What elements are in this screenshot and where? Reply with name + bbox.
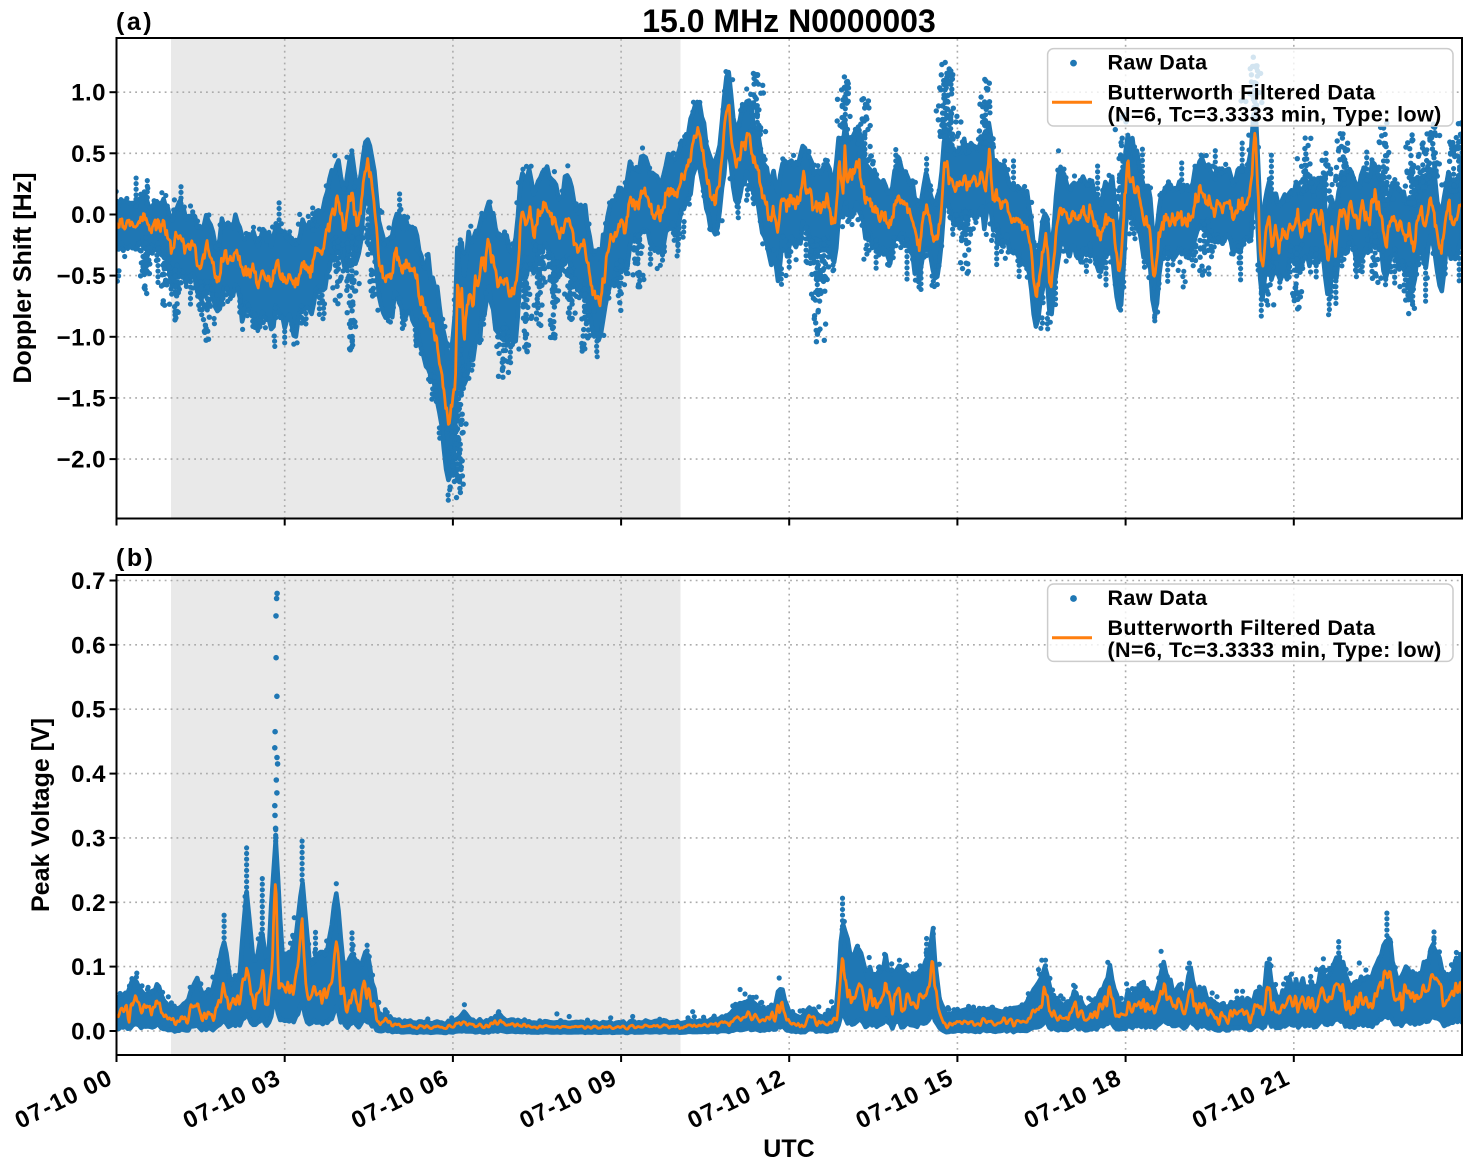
svg-text:Butterworth Filtered Data: Butterworth Filtered Data <box>1108 616 1377 640</box>
svg-text:Raw Data: Raw Data <box>1108 586 1209 610</box>
svg-text:(b): (b) <box>116 544 155 572</box>
svg-text:0.6: 0.6 <box>71 632 106 659</box>
svg-text:UTC: UTC <box>763 1135 814 1163</box>
svg-text:0.0: 0.0 <box>71 202 106 229</box>
svg-text:1.0: 1.0 <box>71 80 106 107</box>
svg-text:−0.5: −0.5 <box>57 263 106 290</box>
svg-text:−1.0: −1.0 <box>57 324 106 351</box>
svg-text:0.4: 0.4 <box>71 761 106 788</box>
svg-text:Peak Voltage [V]: Peak Voltage [V] <box>27 718 55 912</box>
svg-text:Butterworth Filtered Data: Butterworth Filtered Data <box>1108 81 1377 105</box>
svg-text:Doppler Shift [Hz]: Doppler Shift [Hz] <box>9 172 37 383</box>
svg-text:0.1: 0.1 <box>71 954 106 981</box>
svg-text:0.5: 0.5 <box>71 697 106 724</box>
svg-text:0.2: 0.2 <box>71 890 106 917</box>
svg-text:(N=6, Tc=3.3333 min, Type: low: (N=6, Tc=3.3333 min, Type: low) <box>1108 103 1442 127</box>
svg-text:−1.5: −1.5 <box>57 385 106 412</box>
svg-text:−2.0: −2.0 <box>57 447 106 474</box>
svg-text:(a): (a) <box>116 8 154 36</box>
svg-text:0.0: 0.0 <box>71 1019 106 1046</box>
svg-text:0.7: 0.7 <box>71 568 106 595</box>
svg-text:Raw Data: Raw Data <box>1108 51 1209 75</box>
svg-text:(N=6, Tc=3.3333 min, Type: low: (N=6, Tc=3.3333 min, Type: low) <box>1108 638 1442 662</box>
svg-text:0.5: 0.5 <box>71 141 106 168</box>
svg-text:0.3: 0.3 <box>71 825 106 852</box>
svg-text:15.0 MHz N0000003: 15.0 MHz N0000003 <box>642 3 936 39</box>
